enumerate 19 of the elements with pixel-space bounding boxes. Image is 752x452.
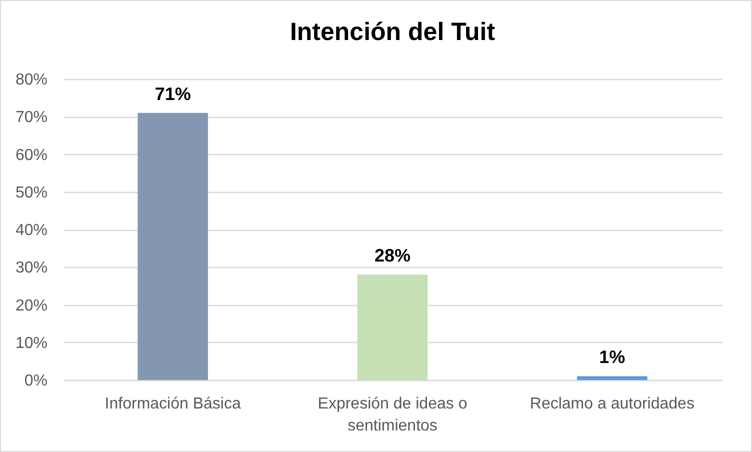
- bar: [357, 274, 428, 380]
- y-tick-label: 0%: [24, 372, 48, 390]
- data-label: 28%: [374, 246, 411, 266]
- x-tick-label: Expresión de ideas o sentimientos: [318, 396, 468, 434]
- y-tick-label: 80%: [15, 72, 48, 88]
- bar: [577, 376, 648, 380]
- data-label: 71%: [154, 84, 191, 104]
- y-tick-label: 20%: [15, 297, 48, 314]
- chart-title: Intención del Tuit: [290, 18, 496, 46]
- y-tick-label: 30%: [15, 260, 48, 277]
- x-tick-label: Reclamo a autoridades: [530, 396, 694, 412]
- data-label: 1%: [599, 347, 626, 368]
- y-tick-label: 50%: [15, 184, 48, 202]
- y-tick-label: 10%: [15, 334, 48, 352]
- y-tick-label: 70%: [15, 109, 48, 126]
- bar: [138, 112, 208, 380]
- y-tick-label: 40%: [15, 222, 48, 239]
- x-tick-label: Información Básica: [104, 396, 241, 412]
- y-tick-label: 60%: [15, 146, 48, 164]
